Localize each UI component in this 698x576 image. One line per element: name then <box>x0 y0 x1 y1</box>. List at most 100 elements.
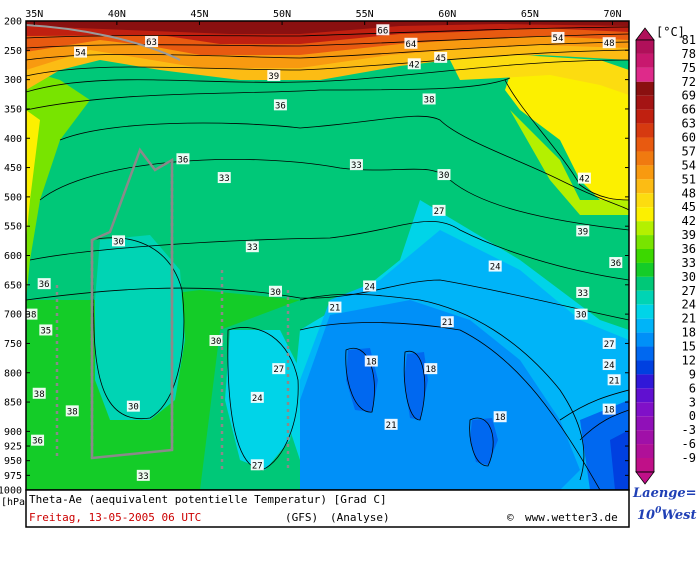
y-tick-label: 975 <box>4 471 22 482</box>
svg-text:30: 30 <box>576 311 587 321</box>
colorbar-swatch <box>636 165 654 180</box>
colorbar-swatch <box>636 193 654 208</box>
contour-label: 24 <box>602 359 616 371</box>
x-tick-label: 45N <box>190 9 208 20</box>
contour-label: 36 <box>37 278 51 290</box>
x-tick-label: 60N <box>438 9 456 20</box>
colorbar-swatch <box>636 402 654 417</box>
svg-text:48: 48 <box>604 39 615 49</box>
dashed-markers <box>55 160 290 470</box>
contour-label: 36 <box>609 257 623 269</box>
colorbar-frame <box>635 39 655 473</box>
contour-label: 30 <box>437 169 451 181</box>
colorbar-label: 63 <box>682 117 696 131</box>
colorbar-label: 72 <box>682 75 696 89</box>
svg-text:64: 64 <box>406 40 417 50</box>
svg-text:33: 33 <box>138 472 149 482</box>
svg-text:30: 30 <box>128 403 139 413</box>
colorbar-label: 54 <box>682 158 696 172</box>
svg-text:33: 33 <box>577 289 588 299</box>
y-tick-label: 925 <box>4 442 22 453</box>
colorbar-swatch <box>636 332 654 347</box>
contour-label: 24 <box>488 260 502 273</box>
contour-label: 30 <box>112 235 126 247</box>
colorbar-label: 78 <box>682 47 696 61</box>
contour-label: 24 <box>363 280 377 292</box>
colorbar-swatch <box>636 346 654 361</box>
contour-label: 45 <box>434 51 448 64</box>
contour-label: 33 <box>245 241 259 253</box>
colorbar-swatch <box>636 67 654 82</box>
colorbar-swatch <box>636 235 654 249</box>
colorbar-label: 21 <box>682 312 696 326</box>
contour-label: 66 <box>376 24 390 36</box>
y-tick-label: 1000 <box>0 486 22 497</box>
colorbar-label: 60 <box>682 131 696 145</box>
svg-text:30: 30 <box>113 237 124 247</box>
temperature-field <box>26 21 629 490</box>
svg-text:63: 63 <box>146 38 157 48</box>
colorbar-swatch <box>636 430 654 445</box>
colorbar-label: 15 <box>682 340 696 354</box>
svg-text:39: 39 <box>268 72 279 82</box>
contour-label: 24 <box>250 391 264 404</box>
colorbar-swatch <box>636 388 654 403</box>
colorbar-label: 3 <box>689 395 696 409</box>
colorbar-label: 45 <box>682 200 696 214</box>
colorbar-swatch <box>636 249 654 263</box>
colorbar-unit: [°C] <box>656 25 685 39</box>
contour-label: 38 <box>422 93 436 105</box>
colorbar-swatch <box>636 123 654 138</box>
contour-label: 33 <box>576 286 590 299</box>
contour-label: 38 <box>32 387 46 400</box>
colorbar-swatch <box>636 458 654 472</box>
contour-label: 48 <box>602 37 616 49</box>
svg-text:35: 35 <box>40 326 51 336</box>
y-tick-label: 250 <box>4 46 22 57</box>
colorbar-label: 36 <box>682 242 696 256</box>
contour-label: 54 <box>74 46 88 59</box>
contour-label: 30 <box>209 335 223 347</box>
svg-text:27: 27 <box>604 340 615 350</box>
colorbar-swatch <box>636 262 654 277</box>
colorbar-label: 33 <box>682 256 696 270</box>
footer-model: (GFS) <box>285 511 318 524</box>
colorbar-label: 48 <box>682 186 696 200</box>
svg-text:38: 38 <box>34 390 45 400</box>
contour-label: 33 <box>217 172 231 184</box>
svg-text:42: 42 <box>579 175 590 185</box>
colorbar-label: 30 <box>682 270 696 284</box>
contour-label: 18 <box>424 363 438 375</box>
svg-text:30: 30 <box>439 171 450 181</box>
contour-label: 38 <box>24 308 38 321</box>
colorbar-label: 69 <box>682 89 696 103</box>
colorbar-label: -9 <box>682 451 696 465</box>
contour-labels: 33 30 33 36 38 33 30 27 24 24 21 21 18 18 18 21 27 24 27 30… <box>24 24 623 482</box>
y-tick-label: 300 <box>4 75 22 86</box>
contour-label: 36 <box>273 99 287 111</box>
colorbar-label: 57 <box>682 144 696 158</box>
colorbar-label: 39 <box>682 228 696 242</box>
y-tick-label: 600 <box>4 251 22 262</box>
svg-text:54: 54 <box>553 34 564 44</box>
svg-text:36: 36 <box>178 155 189 165</box>
colorbar-label: 51 <box>682 172 696 186</box>
svg-text:38: 38 <box>26 311 37 321</box>
svg-text:36: 36 <box>610 259 621 269</box>
footer-kind: (Analyse) <box>330 511 390 524</box>
svg-text:18: 18 <box>495 413 506 423</box>
contour-label: 39 <box>576 225 590 237</box>
colorbar-swatch <box>636 40 654 54</box>
contour-label: 42 <box>577 172 591 185</box>
svg-text:36: 36 <box>39 280 50 290</box>
colorbar-swatch <box>636 276 654 291</box>
svg-text:24: 24 <box>364 282 375 292</box>
contour-label: 54 <box>551 31 565 44</box>
svg-text:24: 24 <box>252 394 263 404</box>
longitude-caption: Laenge= <box>632 486 697 501</box>
colorbar-swatch <box>636 109 654 124</box>
y-tick-label: 800 <box>4 368 22 379</box>
colorbar-swatch <box>636 137 654 152</box>
contour-label: 63 <box>145 36 159 48</box>
